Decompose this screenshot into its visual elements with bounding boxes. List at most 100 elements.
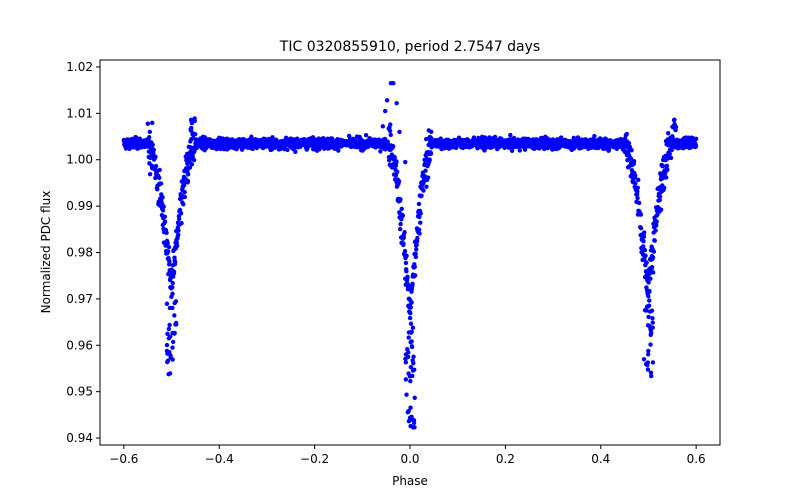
data-point bbox=[417, 231, 422, 236]
y-tick-label: 1.02 bbox=[66, 60, 93, 74]
y-axis-label: Normalized PDC flux bbox=[39, 191, 53, 314]
x-axis: −0.6 −0.4 −0.2 0.0 0.2 0.4 0.6 bbox=[109, 445, 706, 466]
data-point bbox=[176, 228, 181, 233]
data-point bbox=[164, 342, 170, 348]
data-point bbox=[409, 339, 414, 344]
data-point bbox=[192, 132, 198, 137]
x-axis-label: Phase bbox=[392, 474, 428, 488]
data-point bbox=[648, 332, 653, 337]
data-point bbox=[429, 129, 434, 134]
x-tick-label: 0.4 bbox=[591, 452, 610, 466]
y-tick-label: 1.00 bbox=[66, 153, 93, 167]
data-point bbox=[419, 193, 424, 198]
data-point bbox=[145, 121, 151, 126]
data-point bbox=[123, 146, 129, 151]
data-point bbox=[170, 305, 175, 311]
data-point bbox=[647, 288, 652, 294]
data-point bbox=[336, 148, 341, 153]
data-point bbox=[653, 228, 658, 233]
data-point bbox=[648, 276, 653, 281]
data-point bbox=[398, 226, 403, 232]
data-point bbox=[669, 147, 674, 153]
data-point bbox=[649, 265, 655, 270]
data-point bbox=[363, 133, 369, 138]
data-point bbox=[378, 149, 383, 154]
data-point bbox=[410, 325, 416, 330]
data-point bbox=[406, 330, 412, 335]
data-point bbox=[592, 133, 597, 139]
x-tick-label: −0.6 bbox=[109, 452, 138, 466]
data-point bbox=[693, 144, 699, 149]
y-axis: 0.94 0.95 0.96 0.97 0.98 0.99 1.00 1.01 1.02 bbox=[66, 60, 100, 445]
data-point bbox=[651, 270, 656, 275]
data-point bbox=[638, 212, 644, 217]
data-point bbox=[671, 118, 677, 123]
data-point bbox=[632, 173, 638, 178]
data-point bbox=[404, 253, 409, 258]
data-point bbox=[406, 419, 412, 424]
data-point bbox=[160, 195, 165, 200]
data-point bbox=[407, 315, 413, 321]
data-point bbox=[648, 370, 654, 375]
data-point bbox=[404, 269, 409, 274]
data-point bbox=[650, 254, 656, 260]
x-tick-label: 0.6 bbox=[687, 452, 706, 466]
data-point bbox=[672, 121, 677, 127]
data-point bbox=[427, 157, 432, 162]
data-point bbox=[641, 234, 647, 239]
data-point bbox=[387, 128, 393, 134]
data-point bbox=[626, 140, 632, 146]
data-point bbox=[471, 135, 477, 140]
data-point bbox=[650, 315, 655, 321]
data-point bbox=[654, 223, 659, 228]
data-point bbox=[418, 220, 423, 225]
data-point bbox=[167, 259, 172, 264]
data-point bbox=[405, 347, 410, 352]
data-point bbox=[646, 293, 651, 299]
data-point bbox=[693, 136, 699, 142]
data-point bbox=[396, 179, 402, 184]
data-point bbox=[410, 358, 415, 363]
data-point bbox=[170, 339, 176, 345]
data-point bbox=[178, 211, 184, 216]
data-point bbox=[417, 214, 422, 220]
y-tick-label: 0.99 bbox=[66, 199, 93, 213]
data-point bbox=[413, 254, 419, 260]
data-point bbox=[647, 298, 652, 303]
data-point bbox=[401, 235, 407, 240]
data-point bbox=[181, 202, 186, 207]
y-tick-label: 0.97 bbox=[66, 292, 93, 306]
data-point bbox=[641, 239, 646, 244]
data-point bbox=[179, 220, 184, 226]
data-point bbox=[517, 148, 522, 153]
data-point bbox=[285, 147, 290, 153]
y-tick-label: 0.96 bbox=[66, 338, 93, 352]
data-point bbox=[664, 163, 670, 169]
data-point bbox=[190, 154, 195, 159]
data-point bbox=[398, 221, 403, 227]
data-point bbox=[293, 149, 298, 155]
x-tick-label: 0.0 bbox=[400, 452, 419, 466]
data-point bbox=[403, 377, 409, 382]
data-point bbox=[398, 197, 403, 202]
data-point bbox=[403, 360, 409, 365]
data-point bbox=[394, 100, 399, 106]
data-point bbox=[414, 242, 419, 248]
y-tick-label: 0.98 bbox=[66, 246, 93, 260]
data-point bbox=[628, 156, 634, 161]
data-point bbox=[192, 116, 197, 121]
data-point bbox=[391, 80, 396, 86]
data-point bbox=[664, 175, 669, 180]
data-point bbox=[650, 360, 656, 365]
data-point bbox=[405, 274, 410, 280]
data-point bbox=[182, 189, 187, 195]
data-point bbox=[635, 185, 640, 190]
data-point bbox=[643, 253, 648, 258]
data-point bbox=[508, 132, 513, 138]
data-point bbox=[428, 151, 434, 156]
data-point bbox=[170, 285, 175, 290]
data-point bbox=[185, 172, 191, 177]
data-point bbox=[162, 219, 168, 224]
data-point bbox=[394, 169, 400, 175]
data-point bbox=[147, 172, 153, 177]
